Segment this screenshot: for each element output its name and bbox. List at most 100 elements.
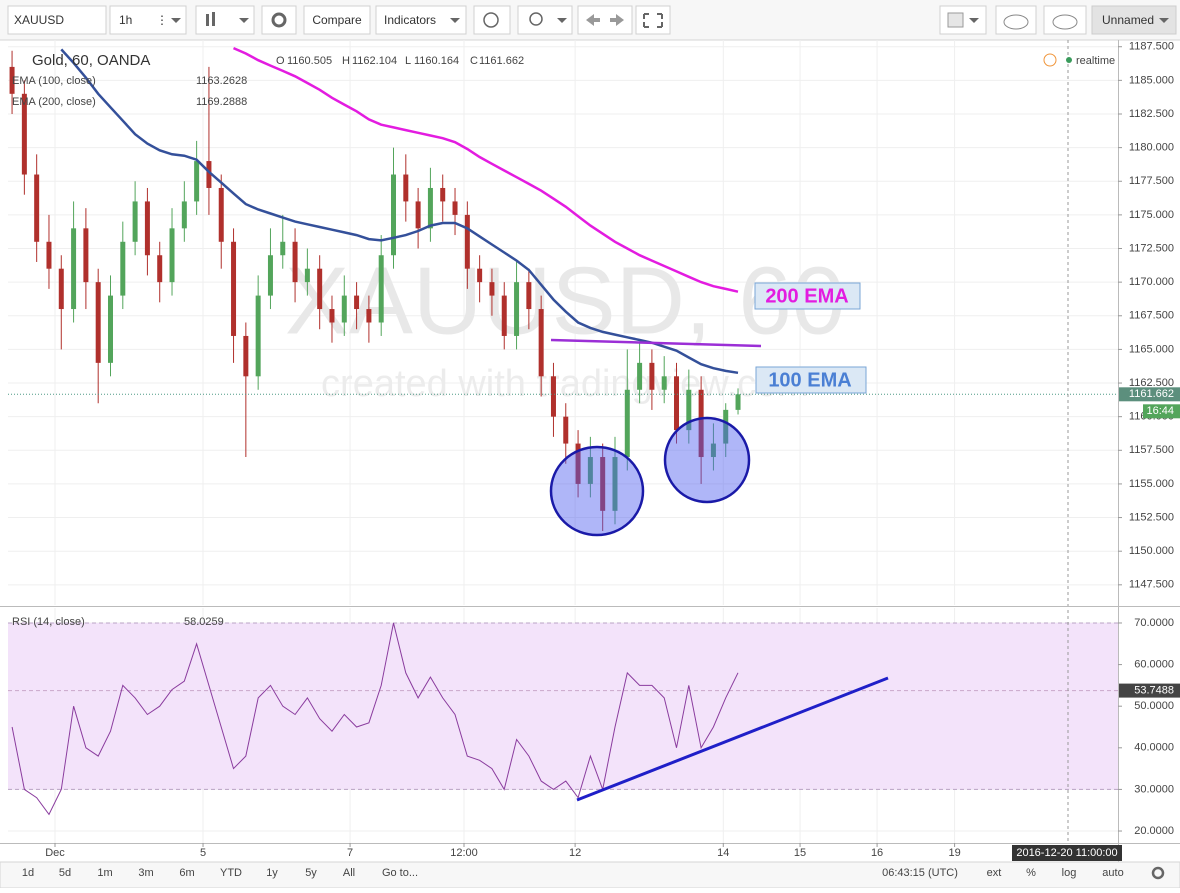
axes: 1147.500 1150.000 1152.500 1155.000 1157.500… [45, 41, 1180, 861]
candle-body [501, 295, 507, 336]
y-tick-label: 1180.000 [1129, 142, 1174, 154]
y-tick-label: 1157.500 [1129, 444, 1174, 456]
candle-body [107, 295, 113, 363]
range-button[interactable]: 5y [305, 867, 317, 879]
ohlc-label: L [405, 55, 411, 67]
last-price-label: 1161.662 [1129, 388, 1174, 400]
alert-button[interactable] [473, 5, 511, 35]
dropdown[interactable] [450, 18, 460, 23]
symbol[interactable]: XAUUSD [14, 13, 64, 27]
candle-body [686, 389, 692, 431]
indicators-button[interactable] [375, 5, 467, 35]
indicators[interactable]: Indicators [384, 13, 436, 27]
cursor-date: 2016-12-20 11:00:00 [1016, 847, 1117, 859]
range-button[interactable]: 1y [266, 867, 278, 879]
candle-body [231, 241, 237, 336]
symbol-legend: Gold, 60, OANDA [32, 52, 150, 69]
candle-body [587, 457, 593, 484]
annotation: 200 EMA [765, 285, 848, 307]
candle-body [354, 295, 360, 310]
y-tick-label: 1167.500 [1129, 310, 1174, 322]
range-button[interactable]: YTD [220, 867, 242, 879]
dropdown[interactable] [1159, 18, 1169, 23]
y-tick-label: 1165.000 [1129, 343, 1174, 355]
y-tick-label: 1177.500 [1129, 175, 1174, 187]
goto-button[interactable]: Go to... [382, 867, 418, 879]
dropdown[interactable] [239, 18, 249, 23]
y-tick-label: 1185.000 [1129, 74, 1174, 86]
ema-line [60, 48, 739, 375]
candle-body [83, 228, 89, 283]
candle-body [329, 309, 335, 323]
legend-entry: EMA (200, close) [12, 96, 96, 108]
settings-icon[interactable] [1151, 866, 1165, 880]
cloud-icon [1052, 14, 1078, 30]
candle-icon [206, 12, 215, 26]
warning-icon[interactable] [1043, 53, 1057, 67]
range-button[interactable]: 3m [138, 867, 153, 879]
ema-line [232, 46, 739, 293]
legend-value: 1163.2628 [196, 75, 247, 87]
ohlc-label: C [470, 55, 478, 67]
rsi-tick-label: 70.0000 [1134, 617, 1174, 629]
candle-body [132, 201, 138, 242]
dropdown[interactable] [557, 18, 567, 23]
range-button[interactable]: All [343, 867, 355, 879]
plot [8, 46, 1118, 816]
y-tick-label: 1147.500 [1129, 579, 1174, 591]
y-tick-label: 1152.500 [1129, 511, 1174, 523]
toggle-button[interactable]: auto [1102, 867, 1123, 879]
candle-body [710, 443, 716, 458]
candle-body [477, 268, 483, 283]
range-button[interactable]: 6m [179, 867, 194, 879]
range-button[interactable]: 5d [59, 867, 71, 879]
rsi-tick-label: 30.0000 [1134, 783, 1174, 795]
interval[interactable]: 1h [119, 13, 132, 27]
range-button[interactable]: 1d [22, 867, 34, 879]
candle-body [415, 201, 421, 229]
candle-body [538, 309, 544, 377]
undo-redo-icons [586, 14, 624, 26]
ohlc-label: H [342, 55, 350, 67]
compare-button[interactable] [303, 5, 371, 35]
dropdown[interactable] [171, 18, 181, 23]
x-tick-label: 19 [948, 847, 960, 859]
candle-body [120, 241, 126, 296]
candle-body [255, 295, 261, 377]
candle-body [9, 66, 15, 94]
y-tick-label: 1172.500 [1129, 242, 1174, 254]
y-tick-label: 1182.500 [1129, 108, 1174, 120]
ohlc-value: 1160.505 [287, 55, 332, 67]
toggle-button[interactable]: % [1026, 867, 1036, 879]
candle-body [723, 409, 729, 444]
candle-body [243, 335, 249, 377]
candle-body [452, 201, 458, 215]
x-tick-label: 12:00 [450, 847, 478, 859]
alert-icon [483, 12, 499, 28]
toggle-button[interactable]: log [1062, 867, 1077, 879]
dropdown[interactable] [969, 18, 979, 23]
candle-body [292, 241, 298, 283]
compare[interactable]: Compare [312, 13, 362, 27]
rsi-trend-line [576, 676, 889, 802]
rsi-tick-label: 40.0000 [1134, 742, 1174, 754]
symbol-box[interactable] [7, 5, 107, 35]
settings-button[interactable] [261, 5, 297, 35]
fullscreen-button[interactable] [635, 5, 671, 35]
y-tick-label: 1175.000 [1129, 209, 1174, 221]
layout-name[interactable]: Unnamed [1102, 13, 1154, 27]
rsi-tick-label: 60.0000 [1134, 658, 1174, 670]
load-button[interactable] [995, 5, 1037, 35]
rsi-marker-box [1119, 683, 1180, 698]
range-button[interactable]: 1m [97, 867, 112, 879]
color-swatch [947, 12, 964, 28]
candle-body [280, 241, 286, 256]
x-tick-label: Dec [45, 847, 65, 859]
rsi-tick-label: 20.0000 [1134, 825, 1174, 837]
save-button[interactable] [1043, 5, 1087, 35]
more-icon[interactable]: ⋮ [156, 13, 168, 27]
candle-body [575, 443, 581, 484]
toggle-button[interactable]: ext [987, 867, 1002, 879]
candle-body [157, 255, 163, 283]
